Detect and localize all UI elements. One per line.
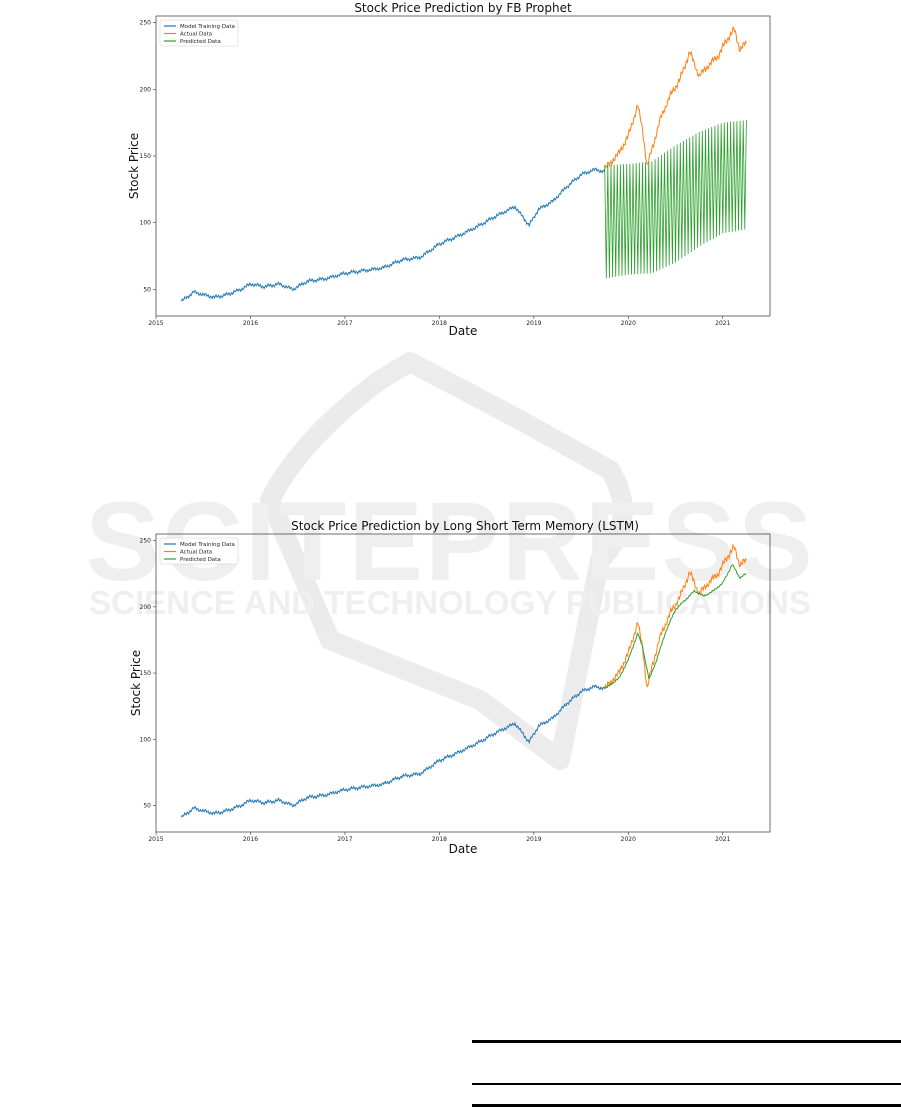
prophet-chart: Stock Price Prediction by FB Prophet 201… xyxy=(127,1,771,338)
y-tick-label: 250 xyxy=(140,538,152,545)
legend-label: Model Training Data xyxy=(180,24,235,30)
y-tick-label: 50 xyxy=(143,286,151,293)
watermark-subtitle: SCIENCE AND TECHNOLOGY PUBLICATIONS xyxy=(89,584,811,621)
legend-box xyxy=(159,537,239,565)
y-tick-label: 200 xyxy=(140,86,152,93)
x-tick-label: 2015 xyxy=(148,320,163,327)
table-mid-rule xyxy=(472,1083,901,1085)
y-axis-label: Stock Price xyxy=(129,650,143,716)
y-axis-label: Stock Price xyxy=(127,133,141,199)
series-model-training-data-line xyxy=(181,167,606,302)
y-tick-label: 50 xyxy=(143,803,151,810)
x-tick-label: 2017 xyxy=(337,320,352,327)
x-tick-label: 2016 xyxy=(243,320,258,327)
x-tick-label: 2019 xyxy=(526,320,541,327)
chart-title: Stock Price Prediction by FB Prophet xyxy=(354,1,572,15)
series-predicted-data-line xyxy=(604,119,747,279)
y-tick-label: 150 xyxy=(140,670,152,677)
legend-label: Actual Data xyxy=(180,550,212,556)
watermark: SCITEPRESS SCIENCE AND TECHNOLOGY PUBLIC… xyxy=(85,352,813,770)
x-axis-label: Date xyxy=(449,324,478,338)
table-bottom-rule xyxy=(472,1104,901,1107)
table-top-rule xyxy=(472,1040,901,1043)
watermark-logo-shape xyxy=(260,352,633,770)
chart-title: Stock Price Prediction by Long Short Ter… xyxy=(291,519,639,533)
x-tick-label: 2019 xyxy=(526,836,541,843)
x-axis-label: Date xyxy=(449,842,478,856)
series-actual-data-line xyxy=(604,25,747,170)
legend-label: Predicted Data xyxy=(180,557,221,563)
lstm-chart: Stock Price Prediction by Long Short Ter… xyxy=(129,519,771,856)
legend-label: Model Training Data xyxy=(180,542,235,548)
plot-frame xyxy=(155,15,771,317)
x-tick-label: 2020 xyxy=(621,320,636,327)
axis-ticks: 2015 2016 2017 2018 2019 2020 2021 50 100 150 200 2… xyxy=(140,20,731,327)
x-tick-label: 2018 xyxy=(432,836,447,843)
plot-frame xyxy=(155,533,771,833)
y-tick-label: 200 xyxy=(140,604,152,611)
y-tick-label: 100 xyxy=(140,220,152,227)
series-group xyxy=(181,543,747,818)
series-actual-data-line xyxy=(604,543,747,690)
y-tick-label: 100 xyxy=(140,736,152,743)
legend-label: Actual Data xyxy=(180,32,212,38)
y-tick-label: 150 xyxy=(140,153,152,160)
legend: Model Training Data Actual DataPredicted … xyxy=(159,19,239,47)
legend-box xyxy=(159,19,239,47)
legend: Model Training Data Actual DataPredicted … xyxy=(159,537,239,565)
series-predicted-data-line xyxy=(604,564,747,690)
x-tick-label: 2015 xyxy=(148,836,163,843)
x-tick-label: 2021 xyxy=(715,836,730,843)
series-group xyxy=(181,25,747,302)
x-tick-label: 2018 xyxy=(432,320,447,327)
series-model-training-data-line xyxy=(181,684,606,818)
axis-ticks: 2015 2016 2017 2018 2019 2020 2021 50 100 150 200 2… xyxy=(140,538,731,843)
x-tick-label: 2017 xyxy=(337,836,352,843)
x-tick-label: 2020 xyxy=(621,836,636,843)
legend-label: Predicted Data xyxy=(180,39,221,45)
x-tick-label: 2016 xyxy=(243,836,258,843)
y-tick-label: 250 xyxy=(140,20,152,27)
x-tick-label: 2021 xyxy=(715,320,730,327)
